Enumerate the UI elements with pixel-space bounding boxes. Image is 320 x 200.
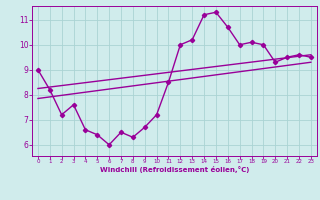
X-axis label: Windchill (Refroidissement éolien,°C): Windchill (Refroidissement éolien,°C) — [100, 166, 249, 173]
